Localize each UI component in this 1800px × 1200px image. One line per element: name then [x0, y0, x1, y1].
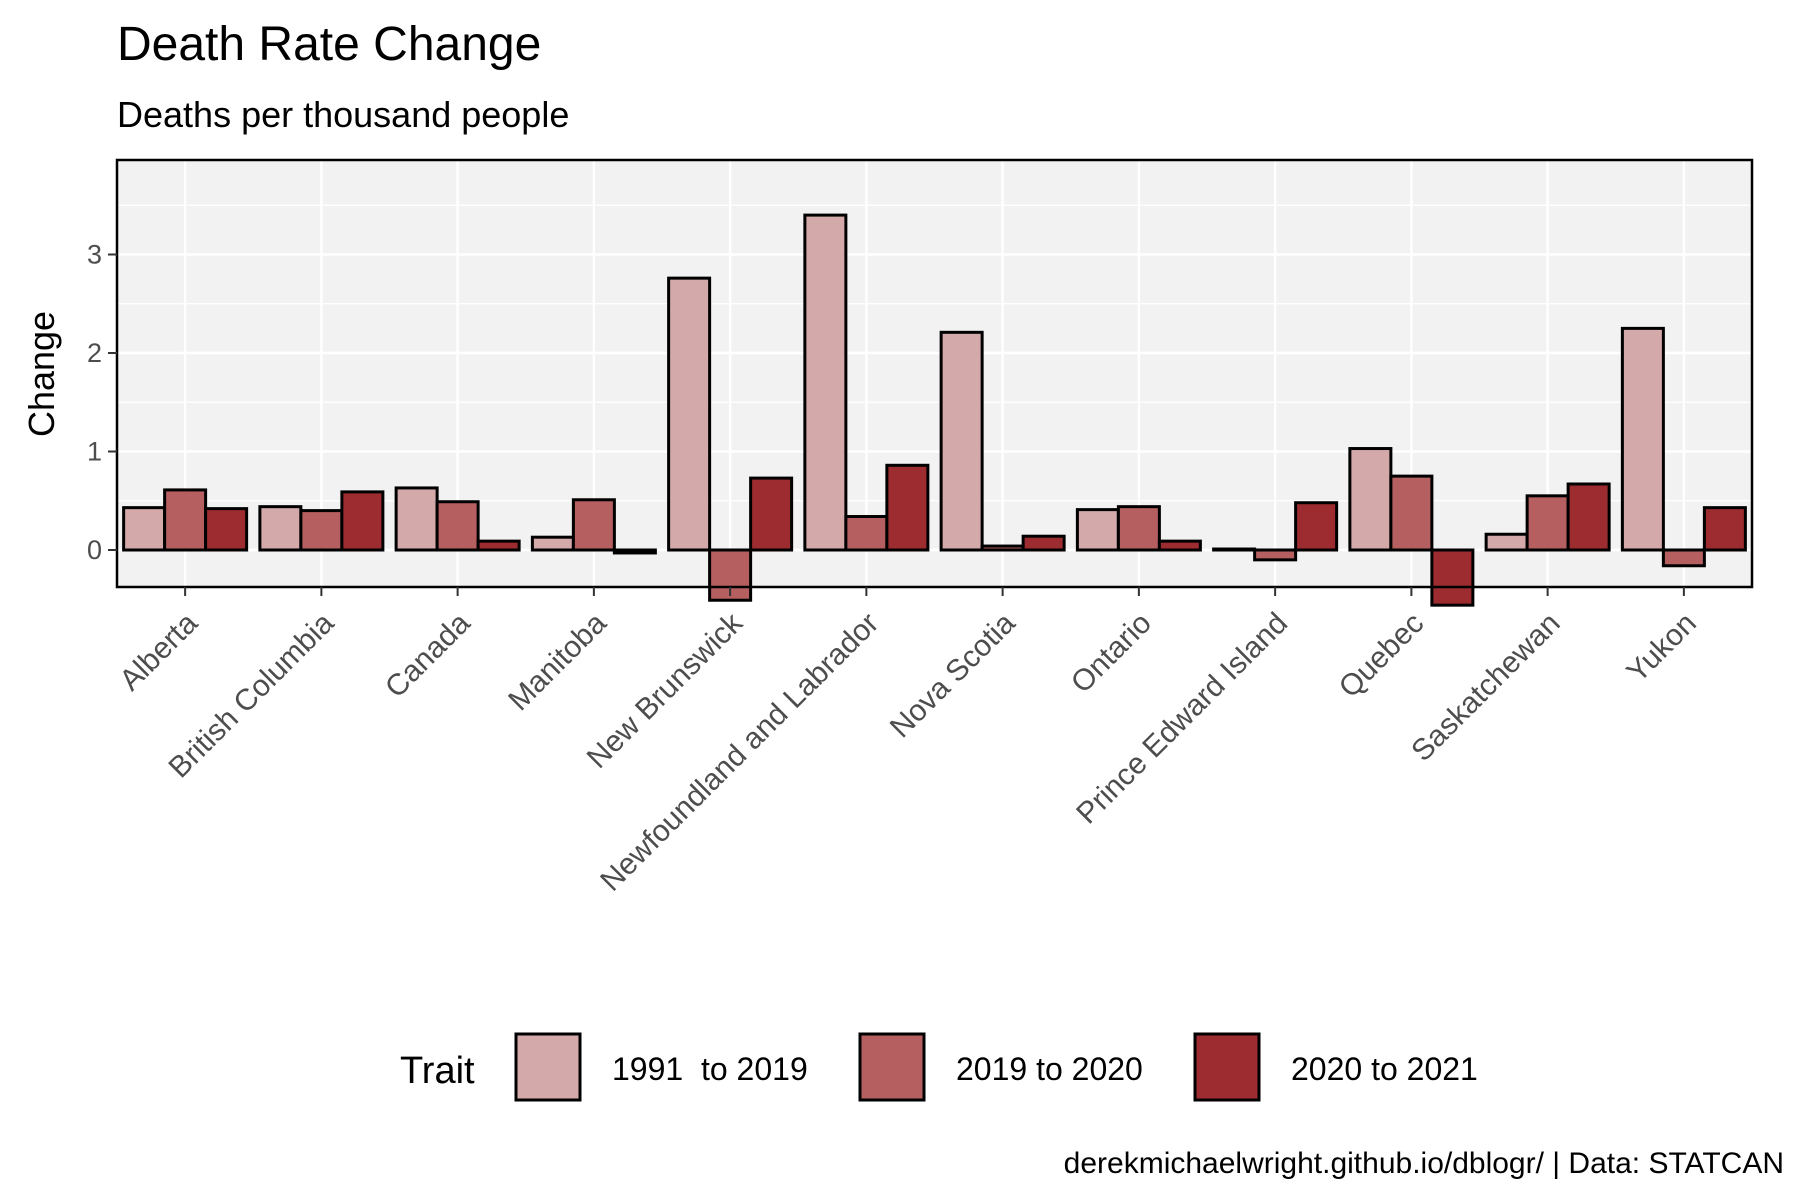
x-tick-label-manitoba: Manitoba: [502, 606, 613, 717]
bar-saskatchewan-series-3: [1568, 484, 1609, 550]
bar-new-brunswick-series-3: [751, 478, 792, 550]
bar-prince-edward-island-series-1: [1214, 549, 1255, 550]
bar-newfoundland-and-labrador-series-2: [846, 517, 887, 550]
bar-nova-scotia-series-2: [982, 546, 1023, 550]
bar-british-columbia-series-3: [342, 492, 383, 550]
bar-ontario-series-2: [1118, 507, 1159, 550]
bar-alberta-series-3: [206, 509, 247, 550]
legend-key-series-2: [860, 1034, 924, 1100]
bar-british-columbia-series-2: [301, 511, 342, 550]
bar-quebec-series-1: [1350, 449, 1391, 550]
x-tick-label-alberta: Alberta: [114, 606, 205, 697]
bar-british-columbia-series-1: [260, 507, 301, 550]
x-tick-label-yukon: Yukon: [1621, 607, 1703, 689]
chart-caption: derekmichaelwright.github.io/dblogr/ | D…: [1064, 1147, 1784, 1180]
bar-canada-series-3: [478, 541, 519, 550]
chart-title: Death Rate Change: [117, 18, 541, 71]
bar-yukon-series-3: [1704, 508, 1745, 550]
x-tick-label-quebec: Quebec: [1333, 607, 1431, 705]
x-tick-label-ontario: Ontario: [1065, 607, 1158, 700]
legend-label-series-2: 2019 to 2020: [956, 1051, 1143, 1087]
bar-newfoundland-and-labrador-series-3: [887, 465, 928, 550]
bar-ontario-series-3: [1159, 541, 1200, 550]
y-tick-label: 1: [87, 437, 102, 467]
bar-nova-scotia-series-1: [941, 332, 982, 550]
x-tick-label-newfoundland-and-labrador: Newfoundland and Labrador: [594, 607, 885, 898]
bar-saskatchewan-series-2: [1527, 496, 1568, 550]
y-axis-label: Change: [21, 311, 62, 437]
bar-manitoba-series-1: [532, 537, 573, 550]
bar-manitoba-series-2: [573, 500, 614, 550]
legend-key-series-3: [1195, 1034, 1259, 1100]
bar-alberta-series-2: [165, 490, 206, 550]
bar-canada-series-2: [437, 502, 478, 550]
x-tick-label-canada: Canada: [379, 606, 477, 704]
chart-subtitle: Deaths per thousand people: [117, 94, 569, 135]
bar-canada-series-1: [396, 488, 437, 550]
y-tick-label: 3: [87, 240, 102, 270]
legend-label-series-1: 1991 to 2019: [612, 1051, 808, 1087]
bar-prince-edward-island-series-3: [1296, 503, 1337, 550]
legend-title: Trait: [400, 1050, 475, 1092]
bar-quebec-series-2: [1391, 476, 1432, 550]
bar-quebec-series-3: [1432, 550, 1473, 605]
y-tick-label: 2: [87, 338, 102, 368]
bar-saskatchewan-series-1: [1486, 534, 1527, 550]
bar-newfoundland-and-labrador-series-1: [805, 215, 846, 550]
legend: Trait 1991 to 2019 2019 to 2020 2020 to 202…: [400, 1034, 1478, 1100]
bar-yukon-series-2: [1663, 550, 1704, 566]
bar-yukon-series-1: [1622, 328, 1663, 550]
bar-prince-edward-island-series-2: [1255, 550, 1296, 560]
y-tick-label: 0: [87, 535, 102, 565]
bar-new-brunswick-series-1: [669, 278, 710, 550]
bar-nova-scotia-series-3: [1023, 536, 1064, 550]
legend-key-series-1: [516, 1034, 580, 1100]
x-tick-label-nova-scotia: Nova Scotia: [884, 606, 1022, 744]
bar-alberta-series-1: [124, 508, 165, 550]
legend-label-series-3: 2020 to 2021: [1291, 1051, 1478, 1087]
bar-manitoba-series-3: [614, 550, 655, 553]
bar-ontario-series-1: [1077, 510, 1118, 550]
